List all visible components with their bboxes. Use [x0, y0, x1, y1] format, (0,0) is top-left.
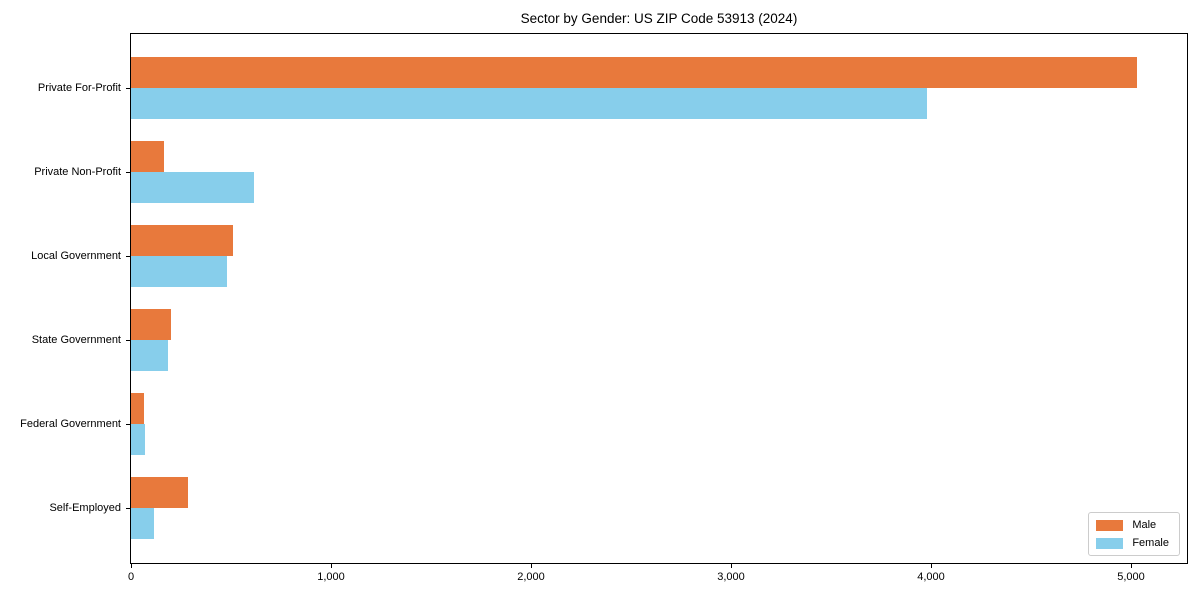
y-category-label: Private For-Profit	[37, 82, 121, 94]
bar-female-0	[131, 88, 927, 119]
bar-male-5	[131, 477, 188, 508]
y-axis-tick	[126, 424, 130, 425]
y-category-label: State Government	[31, 334, 121, 346]
y-category-label: Local Government	[31, 250, 121, 262]
x-tick-label: 1,000	[317, 571, 345, 583]
legend-swatch-male-icon	[1096, 519, 1124, 531]
chart-title: Sector by Gender: US ZIP Code 53913 (202…	[520, 11, 798, 26]
bar-male-3	[131, 309, 171, 340]
x-tick-label: 4,000	[917, 571, 945, 583]
x-tick-label: 0	[127, 571, 135, 583]
y-category-label: Federal Government	[20, 418, 121, 430]
bar-female-2	[131, 256, 227, 287]
x-axis-tick	[531, 564, 532, 568]
bar-female-3	[131, 340, 168, 371]
legend-label-female: Female	[1132, 537, 1169, 549]
bar-male-2	[131, 225, 233, 256]
x-tick-label: 5,000	[1117, 571, 1145, 583]
bar-male-4	[131, 393, 144, 424]
bar-male-1	[131, 141, 164, 172]
x-axis-tick	[1131, 564, 1132, 568]
x-axis-tick	[131, 564, 132, 568]
x-tick-label: 2,000	[517, 571, 545, 583]
legend-swatch-female-icon	[1096, 537, 1124, 549]
bar-female-5	[131, 508, 154, 539]
y-axis-tick	[126, 172, 130, 173]
legend-label-male: Male	[1132, 519, 1157, 531]
legend-item-female: Female	[1096, 537, 1169, 549]
x-axis-tick	[731, 564, 732, 568]
legend: Male Female	[1088, 512, 1180, 556]
bar-female-4	[131, 424, 146, 455]
y-axis-tick	[126, 256, 130, 257]
bar-female-1	[131, 172, 254, 203]
y-axis-tick	[126, 88, 130, 89]
y-category-label: Private Non-Profit	[34, 166, 121, 178]
x-axis-tick	[931, 564, 932, 568]
y-axis-tick	[126, 508, 130, 509]
x-axis-tick	[331, 564, 332, 568]
y-axis-tick	[126, 340, 130, 341]
bar-male-0	[131, 57, 1137, 88]
legend-item-male: Male	[1096, 519, 1169, 531]
y-category-label: Self-Employed	[49, 502, 121, 514]
x-tick-label: 3,000	[717, 571, 745, 583]
plot-area	[130, 33, 1188, 564]
